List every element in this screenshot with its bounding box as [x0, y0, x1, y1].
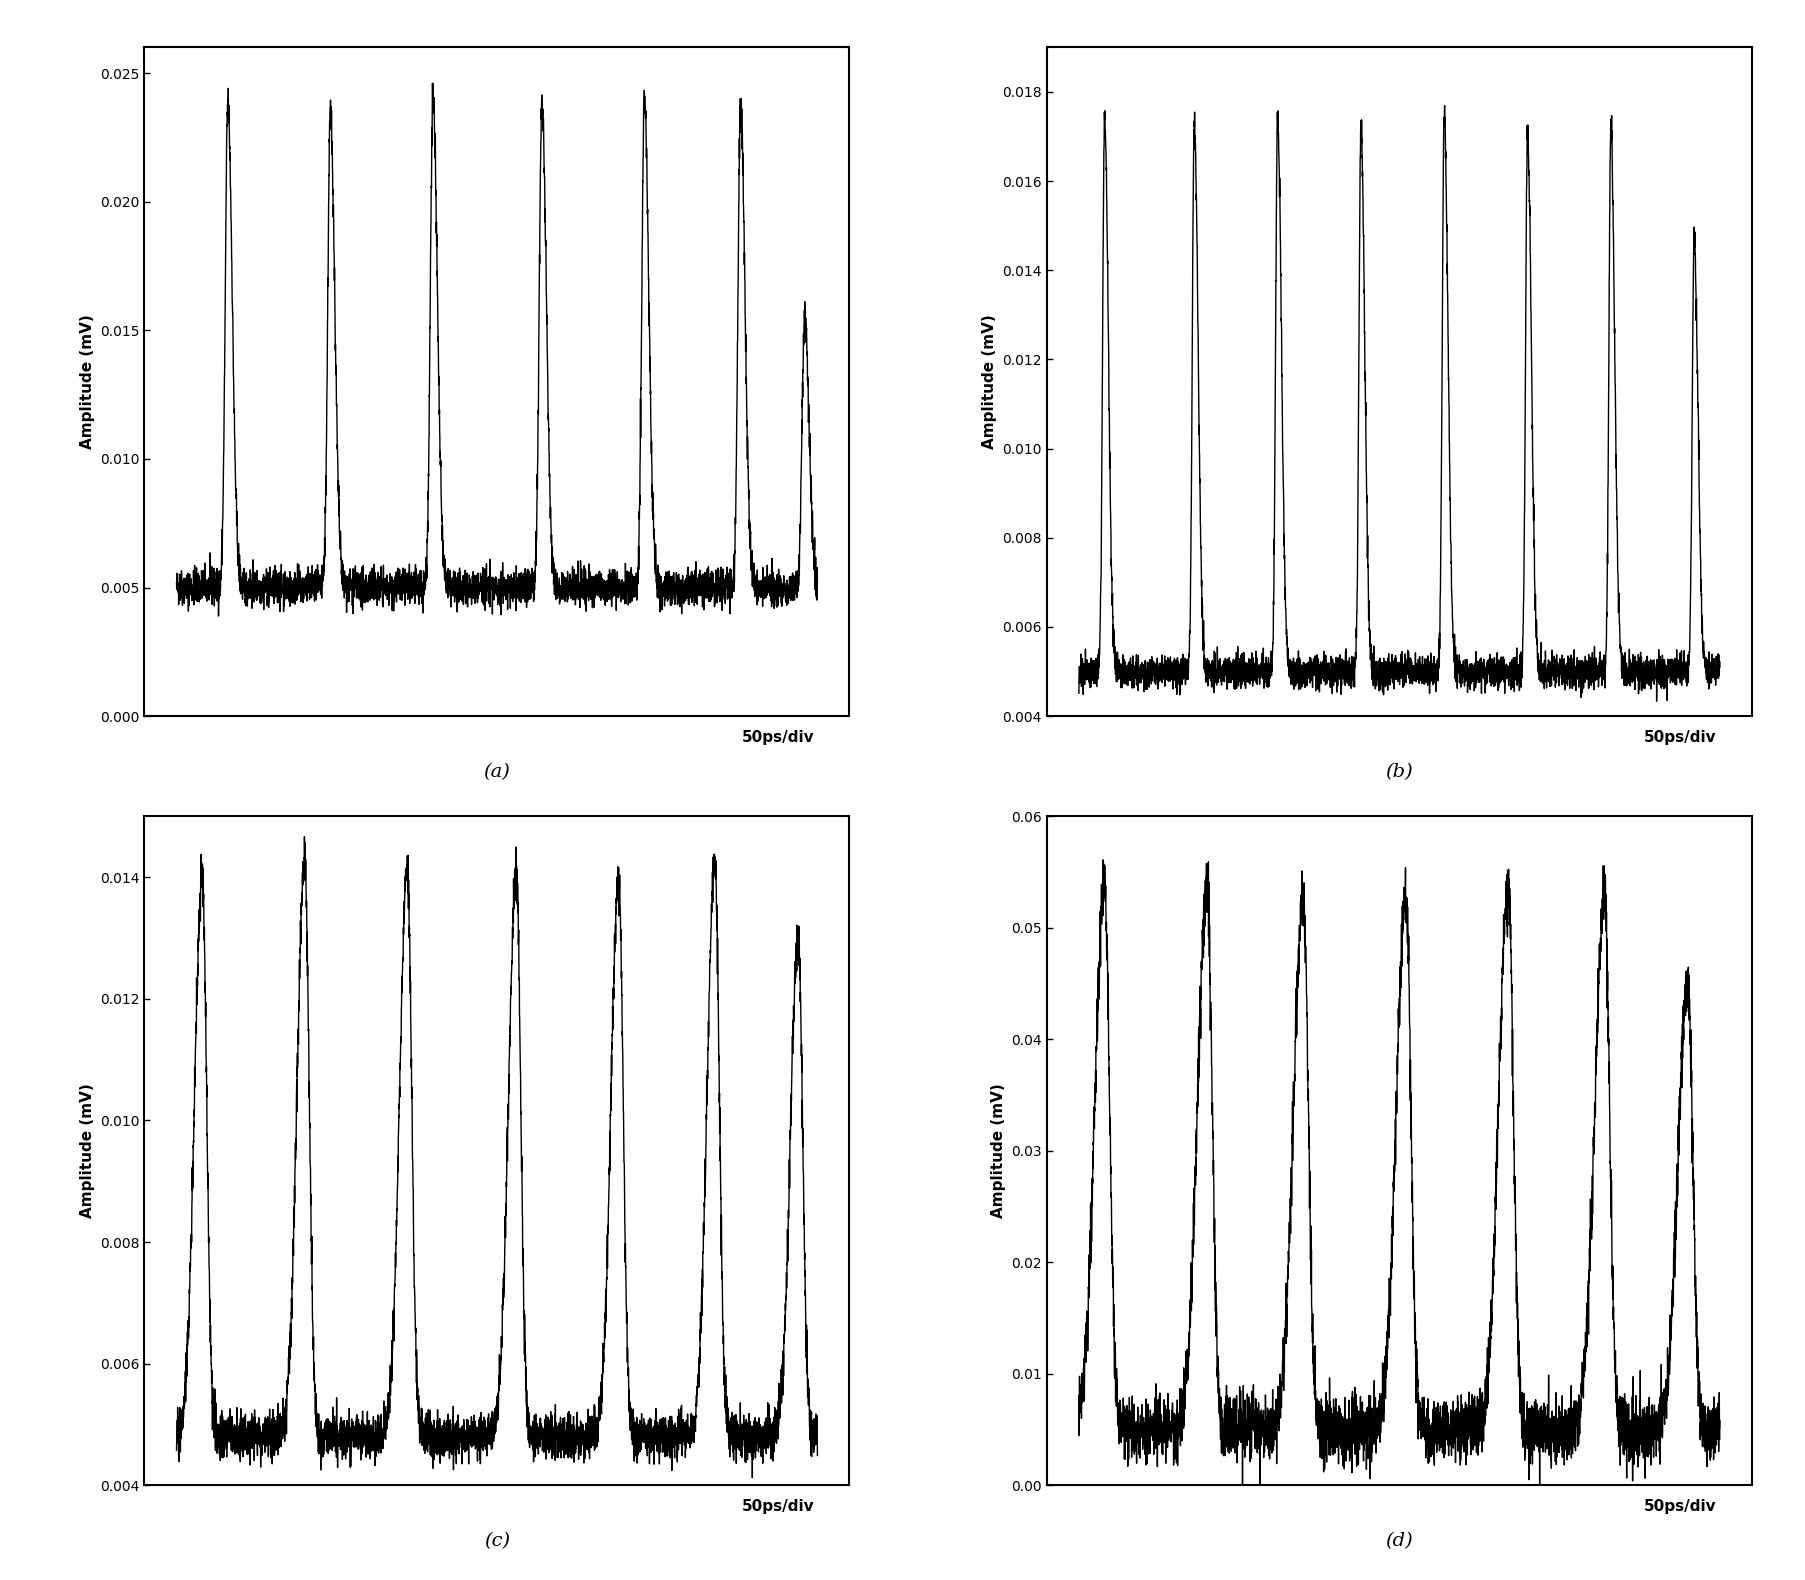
Y-axis label: Amplitude (mV): Amplitude (mV)	[982, 314, 996, 449]
Text: (c): (c)	[484, 1533, 509, 1550]
Text: (d): (d)	[1384, 1533, 1413, 1550]
Text: 50ps/div: 50ps/div	[1643, 730, 1715, 744]
Text: 50ps/div: 50ps/div	[1643, 1498, 1715, 1514]
Text: 50ps/div: 50ps/div	[742, 730, 814, 744]
Text: (b): (b)	[1384, 763, 1413, 781]
Y-axis label: Amplitude (mV): Amplitude (mV)	[79, 314, 94, 449]
Text: 50ps/div: 50ps/div	[742, 1498, 814, 1514]
Y-axis label: Amplitude (mV): Amplitude (mV)	[79, 1084, 94, 1218]
Text: (a): (a)	[484, 763, 511, 781]
Y-axis label: Amplitude (mV): Amplitude (mV)	[991, 1084, 1005, 1218]
